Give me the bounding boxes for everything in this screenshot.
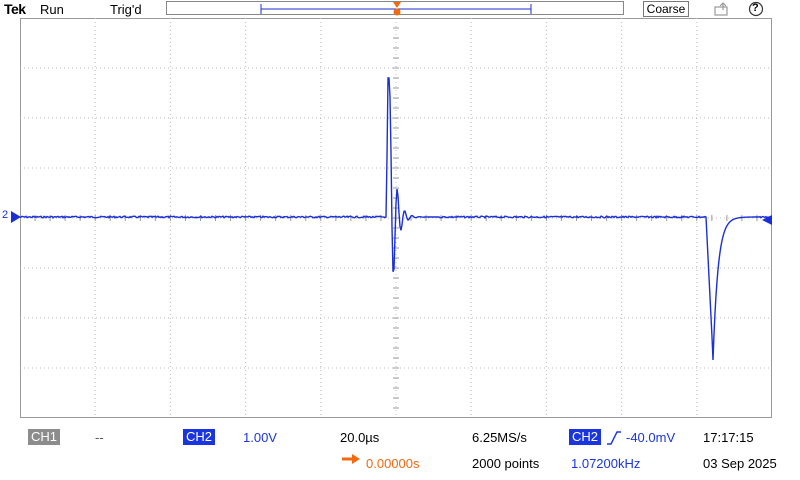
trigger-slope-rising-icon xyxy=(606,430,622,446)
trigger-level: -40.0mV xyxy=(626,430,676,445)
ch2-badge[interactable]: CH2 xyxy=(183,429,216,445)
ch2-scale: 1.00V xyxy=(243,430,277,445)
channel-marker-label: 2 xyxy=(2,209,9,221)
trigger-frequency: 1.07200kHz xyxy=(571,456,641,471)
horizontal-position-arrow-icon xyxy=(340,452,364,466)
help-button[interactable]: ? xyxy=(748,1,764,17)
timebase[interactable]: 20.0µs xyxy=(340,430,380,445)
horizontal-position[interactable]: 0.00000s xyxy=(366,456,420,471)
ch1-scale: -- xyxy=(95,430,104,445)
record-length: 2000 points xyxy=(472,456,540,471)
trace-end-marker-icon xyxy=(762,212,772,225)
graticule xyxy=(19,17,773,419)
record-view-bar[interactable] xyxy=(166,1,624,16)
channel-2-ground-marker-icon[interactable]: 2 xyxy=(2,209,21,225)
trigger-source-badge[interactable]: CH2 xyxy=(569,429,602,445)
status-bar: Tek Run Trig'd Coarse ? xyxy=(0,0,800,18)
ch1-badge[interactable]: CH1 xyxy=(28,429,61,445)
ch2-waveform-trace xyxy=(19,77,771,361)
acquisition-state[interactable]: Run xyxy=(40,2,64,17)
help-label: ? xyxy=(752,2,759,14)
trigger-status: Trig'd xyxy=(110,2,142,17)
brand-logo: Tek xyxy=(4,1,26,17)
help-icon xyxy=(748,1,764,17)
waveform-display[interactable] xyxy=(19,17,773,419)
sample-rate: 6.25MS/s xyxy=(472,430,527,445)
clock-time: 17:17:15 xyxy=(703,430,754,445)
coarse-button[interactable]: Coarse xyxy=(643,1,689,17)
record-view-indicator xyxy=(260,2,532,16)
external-marker-icon[interactable] xyxy=(713,1,729,17)
clock-date: 03 Sep 2025 xyxy=(703,456,777,471)
